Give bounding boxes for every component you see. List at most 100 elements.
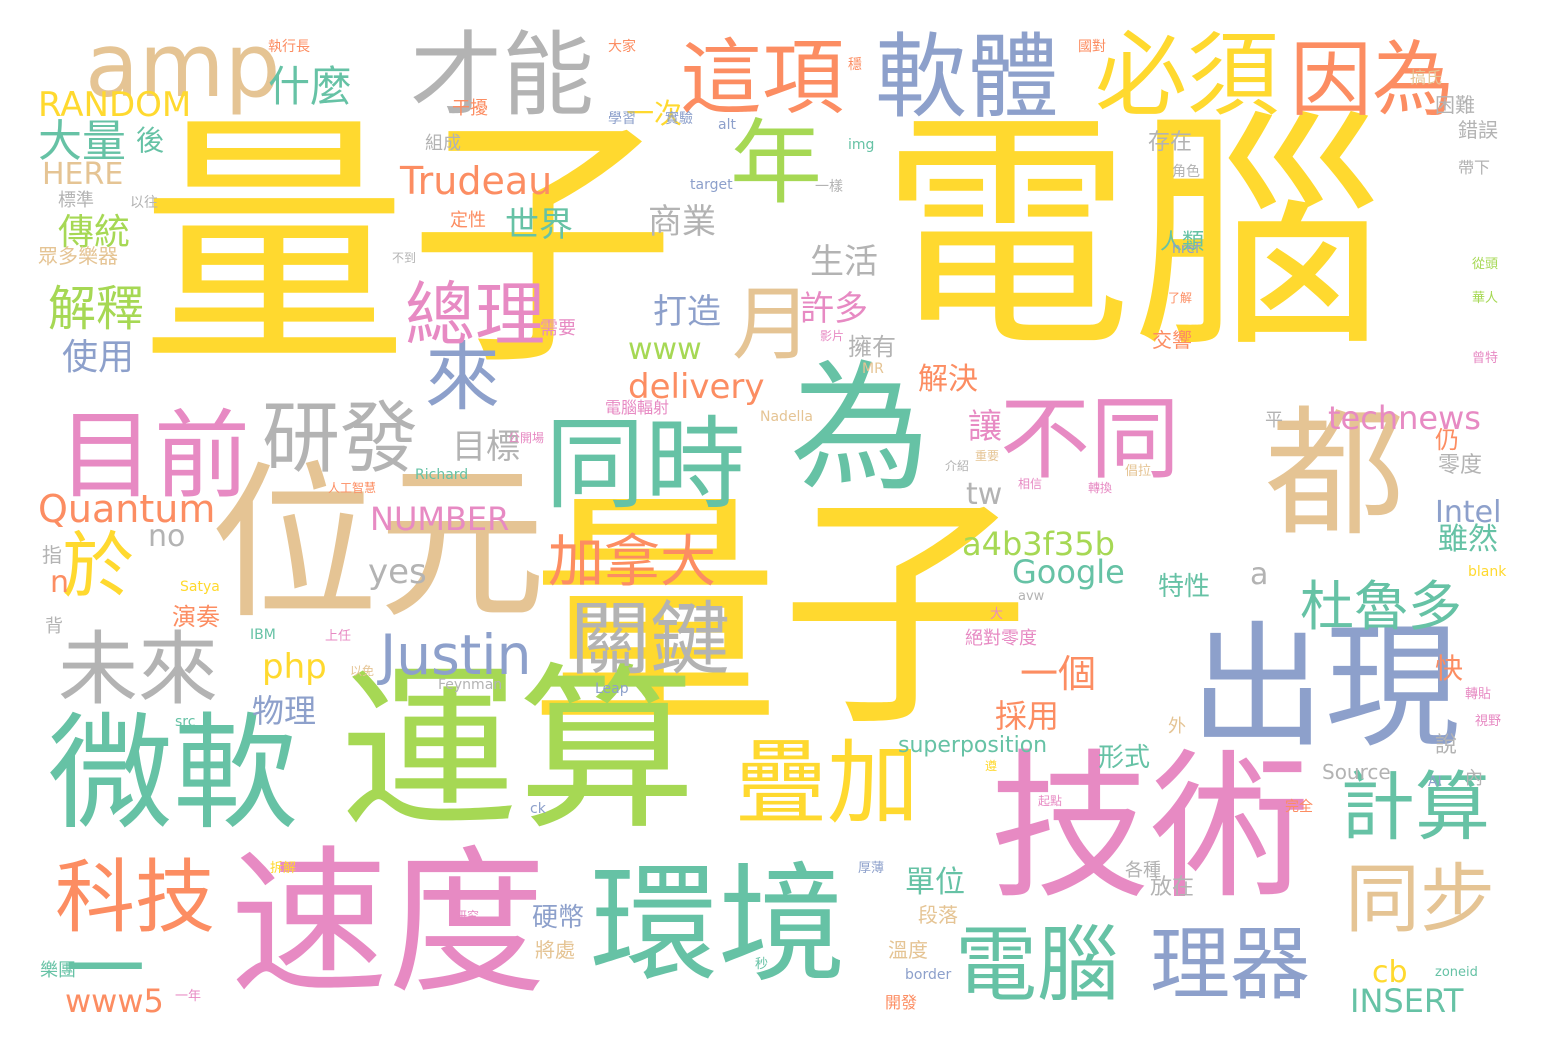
word: 電腦 (955, 918, 1120, 1013)
word: superposition (898, 733, 1048, 758)
word: www5 (65, 982, 164, 1020)
word: 影片 (820, 329, 845, 343)
word: 採用 (995, 697, 1060, 735)
word: Feynman (438, 677, 503, 693)
word: avw (1018, 589, 1045, 604)
word: 加拿大 (548, 530, 716, 595)
word: 快 (1435, 652, 1464, 685)
word: Justin (380, 623, 532, 687)
word: 物理 (252, 692, 317, 730)
word: yes (368, 552, 427, 592)
word: 實驗 (665, 111, 693, 127)
word: 技術 (990, 734, 1311, 921)
word: 指 (42, 543, 62, 567)
word: 來 (425, 333, 501, 421)
word: 遵 (985, 759, 998, 773)
word: cb (1372, 955, 1408, 990)
word: 大量 (38, 116, 126, 167)
word: 秒 (755, 957, 769, 972)
word: 起點 (1038, 794, 1063, 808)
word: 量子 (140, 90, 676, 402)
word: blank (1468, 564, 1507, 580)
word: Leap (595, 681, 629, 697)
word: Trudeau (400, 159, 553, 203)
word: 才能 (410, 22, 595, 129)
word: 解釋 (48, 281, 145, 337)
word: tw (966, 477, 1003, 512)
word: 定性 (450, 210, 486, 231)
word: www (628, 332, 702, 367)
word: 大 (990, 607, 1004, 622)
word: 拆解 (270, 861, 297, 876)
word: alt (718, 117, 736, 133)
word: 完全 (1285, 799, 1313, 815)
word: 一次 (626, 97, 683, 130)
word: 交響 (1152, 328, 1192, 352)
word: AI (1428, 774, 1442, 790)
word: 上任 (325, 629, 352, 644)
word: 位元 (210, 446, 546, 642)
word: 量子 (530, 469, 1030, 760)
word: 商業 (648, 202, 716, 242)
word: zoneid (1435, 965, 1478, 980)
word: 錯誤 (1458, 118, 1498, 142)
word: 解決 (918, 362, 978, 397)
word: IBM (250, 627, 276, 643)
word: 轉換 (1088, 481, 1113, 495)
word: delivery (628, 367, 765, 407)
word: src (175, 714, 196, 730)
word: 存在 (1148, 130, 1193, 155)
word: 放在 (1150, 875, 1195, 900)
word: technews (1328, 399, 1481, 437)
word: 出現 (1190, 609, 1460, 766)
word: 計算 (1340, 763, 1491, 851)
word: 帶下 (1458, 158, 1491, 177)
word: 許多 (800, 289, 868, 329)
word: 人工智慧 (328, 481, 377, 495)
word: 溫度 (888, 938, 928, 962)
word: 理器 (1150, 918, 1310, 1011)
word: 環境 (590, 851, 847, 1000)
word: 電腦 (880, 89, 1385, 382)
word: 雖然 (1438, 522, 1498, 557)
word: 一樣 (815, 179, 843, 195)
word: 同時 (545, 406, 745, 523)
word: 一年 (175, 989, 202, 1004)
word: 困難 (1435, 93, 1475, 117)
word: 研究 (455, 909, 480, 923)
word: 傳統 (58, 212, 131, 253)
word: 大家 (608, 39, 636, 55)
word: 年 (730, 110, 823, 217)
word: img (848, 137, 875, 153)
word: 倡拉 (1125, 464, 1152, 479)
word: 一個 (1020, 652, 1097, 696)
word: 研發 (262, 394, 419, 484)
word: 段落 (918, 903, 958, 927)
word: 微軟 (48, 702, 298, 847)
word: 視野 (1475, 714, 1502, 729)
word: 目前 (58, 400, 250, 512)
word: 華人 (1472, 291, 1499, 306)
word: 科技 (55, 851, 215, 944)
word: Google (1012, 553, 1125, 591)
word: 世界 (505, 205, 573, 245)
word: 杜魯多 (1300, 575, 1462, 638)
word: 使用 (62, 337, 135, 378)
word: 必須 (1095, 22, 1280, 129)
word: 因為 (1290, 33, 1455, 128)
word: 曾特 (1472, 351, 1499, 366)
word: 關鍵 (570, 593, 730, 686)
word: 組成 (425, 133, 461, 154)
word: 從頭 (1472, 257, 1499, 272)
word: Satya (180, 579, 220, 595)
word: 樂團 (40, 960, 76, 981)
word: 將處 (535, 938, 575, 962)
word: 為 (790, 348, 931, 511)
word: 背 (45, 616, 63, 637)
word: 學習 (608, 111, 636, 127)
word: 電腦輻射 (605, 398, 670, 417)
word: 目標 (452, 427, 520, 467)
word: 需要 (540, 318, 576, 339)
word: 單位 (905, 865, 965, 900)
word: Intel (1435, 495, 1502, 530)
